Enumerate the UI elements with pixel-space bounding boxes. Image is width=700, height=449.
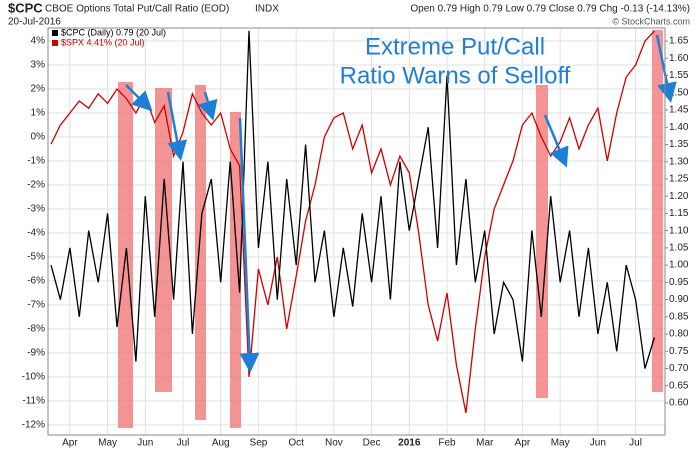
highlight [536, 85, 548, 398]
y2-tick-label: 1.15 [669, 208, 689, 219]
y2-tick-label: 0.80 [669, 329, 689, 340]
annotation: Ratio Warns of Selloff [340, 62, 571, 89]
credit: © StockCharts.com [612, 16, 690, 26]
y-tick-label: 0% [31, 132, 46, 143]
y-tick-label: -2% [27, 180, 45, 191]
y2-tick-label: 1.35 [669, 139, 689, 150]
y-tick-label: -5% [27, 252, 45, 263]
x-tick-label: Feb [438, 438, 456, 449]
y2-tick-label: 1.30 [669, 156, 689, 167]
highlight [652, 30, 663, 392]
symbol: $CPC [8, 0, 43, 15]
y-tick-label: -9% [27, 348, 45, 359]
legend-label: $CPC (Daily) 0.79 (20 Jul) [61, 27, 166, 37]
y2-tick-label: 0.95 [669, 277, 689, 288]
y2-tick-label: 1.45 [669, 105, 689, 116]
exchange: INDX [255, 4, 279, 15]
x-tick-label: Mar [476, 438, 494, 449]
arrow [543, 114, 569, 168]
y2-tick-label: 1.40 [669, 122, 689, 133]
legend-label: $SPX 4.41% (20 Jul) [61, 37, 145, 47]
arrow [655, 34, 677, 103]
y2-tick-label: 0.85 [669, 311, 689, 322]
y2-tick-label: 0.90 [669, 294, 689, 305]
legend-swatch [52, 30, 58, 36]
date: 20-Jul-2016 [8, 17, 61, 28]
x-tick-label: May [551, 438, 570, 449]
y2-tick-label: 1.55 [669, 70, 689, 81]
y-tick-label: -6% [27, 276, 45, 287]
y-tick-label: -4% [27, 228, 45, 239]
arrow [166, 91, 188, 161]
x-tick-label: May [98, 438, 117, 449]
legend-swatch [52, 40, 58, 46]
y2-tick-label: 1.10 [669, 225, 689, 236]
y2-tick-label: 1.60 [669, 53, 689, 64]
y2-tick-label: 1.05 [669, 243, 689, 254]
chart-title: CBOE Options Total Put/Call Ratio (EOD) [45, 4, 229, 15]
highlight [155, 88, 172, 392]
y2-tick-label: 0.75 [669, 346, 689, 357]
y-tick-label: -7% [27, 300, 45, 311]
y-tick-label: -11% [22, 396, 45, 407]
y2-tick-label: 1.00 [669, 260, 689, 271]
y2-tick-label: 1.20 [669, 191, 689, 202]
quote: Open 0.79 High 0.79 Low 0.79 Close 0.79 … [410, 4, 690, 15]
x-tick-label: Nov [325, 438, 343, 449]
highlight [230, 112, 241, 428]
plot-frame [47, 27, 666, 436]
x-tick-label: Jun [590, 438, 606, 449]
x-tick-label: Dec [363, 438, 381, 449]
highlight [195, 85, 206, 420]
x-tick-label: Aug [212, 438, 230, 449]
y2-tick-label: 1.65 [669, 36, 689, 47]
arrow [238, 117, 260, 373]
series-line [50, 30, 656, 369]
y2-tick-label: 0.60 [669, 398, 689, 409]
y-tick-label: 3% [31, 60, 46, 71]
y-tick-label: -10% [22, 372, 45, 383]
y-tick-label: 4% [31, 36, 46, 47]
x-tick-label: Oct [288, 438, 304, 449]
x-tick-label: Apr [515, 438, 531, 449]
y2-tick-label: 0.65 [669, 380, 689, 391]
annotation: Extreme Put/Call [365, 33, 545, 60]
y2-tick-label: 1.25 [669, 174, 689, 185]
arrows [125, 34, 677, 373]
arrow [198, 91, 218, 121]
y-tick-label: -8% [27, 324, 45, 335]
x-tick-label: Jul [177, 438, 190, 449]
x-tick-label: Jul [629, 438, 642, 449]
y2-tick-label: 1.50 [669, 87, 689, 98]
y-tick-label: 1% [31, 108, 46, 119]
x-tick-label: Sep [250, 438, 268, 449]
y-tick-label: -12% [22, 420, 45, 431]
y-tick-label: -3% [27, 204, 45, 215]
x-tick-label: Apr [62, 438, 78, 449]
y-tick-label: -1% [27, 156, 45, 167]
y-tick-label: 2% [31, 84, 46, 95]
arrow [125, 84, 153, 112]
x-tick-label: Jun [137, 438, 153, 449]
x-tick-label: 2016 [398, 438, 421, 449]
y2-tick-label: 0.70 [669, 363, 689, 374]
